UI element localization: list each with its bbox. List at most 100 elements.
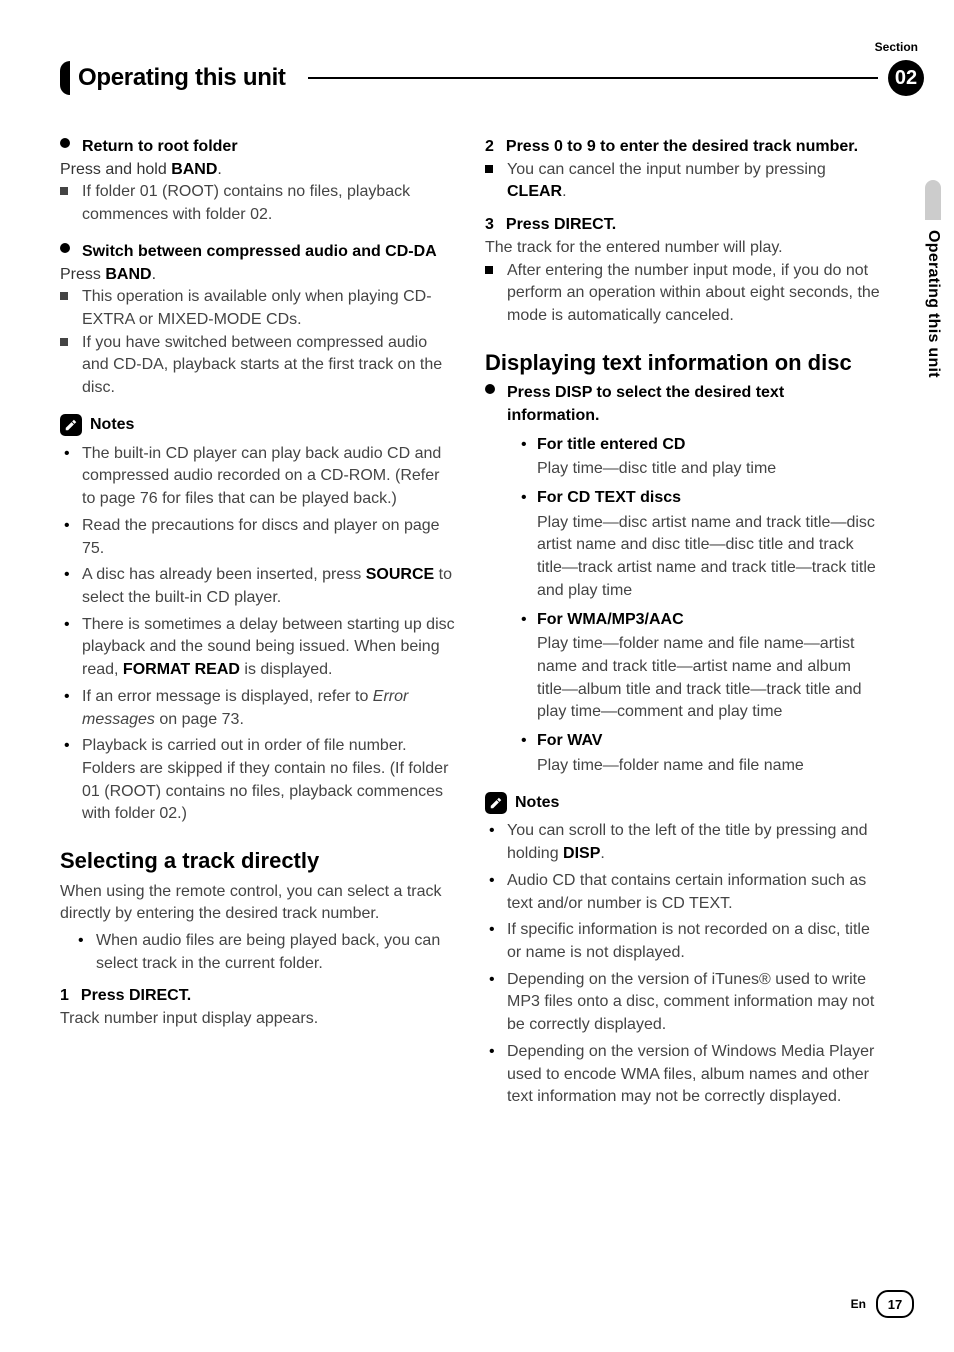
format-body: Play time—folder name and file name—arti… — [537, 633, 880, 724]
heading-selecting-track: Selecting a track directly — [60, 848, 455, 874]
note-item: If folder 01 (ROOT) contains no files, p… — [60, 181, 455, 226]
format-label: For title entered CD — [537, 434, 880, 457]
right-column: 2Press 0 to 9 to enter the desired track… — [485, 136, 880, 1113]
square-icon — [485, 266, 493, 274]
bullet-icon — [485, 384, 495, 394]
body-text: When using the remote control, you can s… — [60, 881, 455, 926]
body-text: Press BAND. — [60, 264, 455, 287]
list-item: The built-in CD player can play back aud… — [60, 443, 455, 511]
step-3: 3 Press DIRECT. — [485, 214, 880, 237]
step-title: Press DIRECT. — [506, 216, 616, 233]
text: . — [217, 161, 221, 178]
square-icon — [60, 338, 68, 346]
note-item: This operation is available only when pl… — [60, 286, 455, 331]
text: Depending on the version of Windows Medi… — [507, 1043, 874, 1105]
format-label: For WMA/MP3/AAC — [537, 609, 880, 632]
note-item: If you have switched between compressed … — [60, 332, 455, 400]
list-item: There is sometimes a delay between start… — [60, 614, 455, 682]
bullet-icon — [60, 243, 70, 253]
list-item: When audio files are being played back, … — [74, 930, 455, 975]
key-band: BAND — [171, 161, 217, 178]
step-2: 2Press 0 to 9 to enter the desired track… — [485, 136, 880, 159]
text: . — [152, 266, 156, 283]
title-row: Operating this unit 02 — [60, 60, 924, 96]
text: When audio files are being played back, … — [96, 932, 440, 972]
pencil-icon — [60, 414, 82, 436]
list-item: For WAV Play time—folder name and file n… — [521, 730, 880, 777]
list-item: Audio CD that contains certain informati… — [485, 870, 880, 915]
text: After entering the number input mode, if… — [507, 262, 880, 324]
heading-switch-audio: Switch between compressed audio and CD-D… — [60, 241, 455, 264]
format-body: Play time—folder name and file name — [537, 755, 880, 778]
lead-instruction: Press DISP to select the desired text in… — [485, 382, 880, 427]
left-column: Return to root folder Press and hold BAN… — [60, 136, 455, 1113]
list-item: Depending on the version of iTunes® used… — [485, 969, 880, 1037]
key-band: BAND — [105, 266, 151, 283]
notes-label: Notes — [90, 414, 134, 437]
text: If specific information is not recorded … — [507, 921, 870, 961]
list-item: For WMA/MP3/AAC Play time—folder name an… — [521, 609, 880, 725]
text: Depending on the version of iTunes® used… — [507, 971, 874, 1033]
format-body: Play time—disc title and play time — [537, 458, 880, 481]
step-title: Press DIRECT. — [81, 987, 191, 1004]
intro-bullet-list: When audio files are being played back, … — [60, 930, 455, 975]
text: You can cancel the input number by press… — [507, 161, 826, 178]
bullet-icon — [60, 138, 70, 148]
text: Read the precautions for discs and playe… — [82, 517, 440, 557]
text: Playback is carried out in order of file… — [82, 737, 448, 822]
side-tab: Operating this unit — [924, 180, 942, 378]
notes-header: Notes — [60, 414, 455, 437]
square-icon — [485, 165, 493, 173]
step-1: 1Press DIRECT. — [60, 985, 455, 1008]
key-disp: DISP — [563, 845, 600, 862]
key-format-read: FORMAT READ — [123, 661, 240, 678]
text: You can scroll to the left of the title … — [507, 822, 868, 862]
key-source: SOURCE — [366, 566, 434, 583]
square-icon — [60, 292, 68, 300]
notes-list: You can scroll to the left of the title … — [485, 820, 880, 1109]
text: A disc has already been inserted, press — [82, 566, 366, 583]
text: This operation is available only when pl… — [82, 288, 432, 328]
heading-return-root: Return to root folder — [60, 136, 455, 159]
note-item: After entering the number input mode, if… — [485, 260, 880, 328]
heading-text: Return to root folder — [82, 138, 238, 155]
step-number: 3 — [485, 216, 494, 233]
notes-header: Notes — [485, 792, 880, 815]
square-icon — [60, 187, 68, 195]
format-label: For WAV — [537, 730, 880, 753]
side-tab-cap — [925, 180, 941, 220]
text: The built-in CD player can play back aud… — [82, 445, 441, 507]
section-number-badge: 02 — [888, 60, 924, 96]
page-title: Operating this unit — [70, 62, 298, 94]
text: If folder 01 (ROOT) contains no files, p… — [82, 183, 410, 223]
step-number: 2 — [485, 138, 494, 155]
format-label: For CD TEXT discs — [537, 487, 880, 510]
body-text: Press and hold BAND. — [60, 159, 455, 182]
text: . — [562, 183, 566, 200]
page: Section Operating this unit 02 Operating… — [0, 0, 954, 1352]
list-item: You can scroll to the left of the title … — [485, 820, 880, 865]
body-text: Track number input display appears. — [60, 1008, 455, 1031]
notes-label: Notes — [515, 792, 559, 815]
title-lead-shape — [60, 61, 70, 95]
columns: Return to root folder Press and hold BAN… — [60, 136, 924, 1113]
notes-list: The built-in CD player can play back aud… — [60, 443, 455, 827]
list-item: Playback is carried out in order of file… — [60, 735, 455, 826]
text: If an error message is displayed, refer … — [82, 688, 373, 705]
text: If you have switched between compressed … — [82, 334, 442, 396]
key-clear: CLEAR — [507, 183, 562, 200]
header-line: Section — [60, 40, 924, 54]
footer-page-number: 17 — [876, 1290, 914, 1318]
title-rule — [308, 77, 878, 79]
list-item: For title entered CD Play time—disc titl… — [521, 434, 880, 481]
heading-text: Switch between compressed audio and CD-D… — [82, 243, 437, 260]
format-list: For title entered CD Play time—disc titl… — [485, 434, 880, 778]
side-tab-text: Operating this unit — [924, 230, 942, 378]
list-item: A disc has already been inserted, press … — [60, 564, 455, 609]
title-box: Operating this unit — [60, 61, 298, 95]
text: Audio CD that contains certain informati… — [507, 872, 866, 912]
heading-displaying-text: Displaying text information on disc — [485, 350, 880, 376]
text: Press and hold — [60, 161, 171, 178]
text: is displayed. — [240, 661, 333, 678]
footer: En 17 — [851, 1290, 914, 1318]
